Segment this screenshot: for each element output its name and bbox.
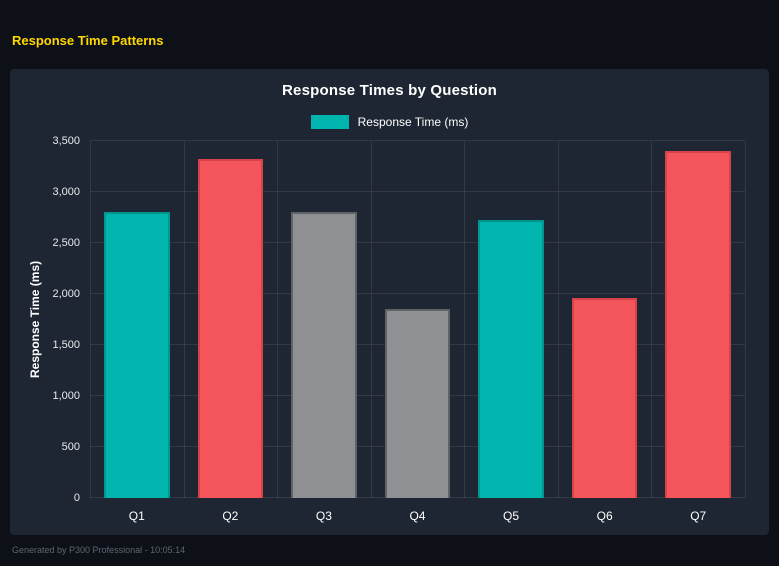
x-axis-labels: Q1 Q2 Q3 Q4 Q5 Q6 Q7: [90, 509, 745, 527]
y-tick-label: 500: [61, 441, 80, 453]
y-tick-label: 3,500: [52, 135, 80, 147]
gridline-vertical: [90, 141, 91, 498]
chart-title: Response Times by Question: [282, 82, 497, 99]
gridline-horizontal: [90, 293, 745, 294]
bar-q2[interactable]: [197, 159, 264, 498]
legend-label: Response Time (ms): [357, 115, 469, 129]
gridline-vertical: [277, 141, 279, 498]
gridline-vertical: [183, 141, 185, 498]
x-tick-label: Q6: [596, 509, 613, 523]
y-tick-label: 3,000: [52, 186, 80, 198]
gridline-horizontal: [90, 140, 745, 141]
x-tick-label: Q7: [690, 509, 707, 523]
gridline-vertical: [745, 141, 746, 498]
y-tick-label: 2,000: [52, 288, 80, 300]
x-tick-label: Q1: [128, 509, 145, 523]
gridline-horizontal: [90, 242, 745, 243]
y-tick-label: 2,500: [52, 237, 80, 249]
y-axis-ticks: 0 500 1,000 1,500 2,000 2,500 3,000 3,500: [36, 135, 80, 504]
bar-q4[interactable]: [384, 309, 451, 498]
x-tick-label: Q3: [315, 509, 332, 523]
page-title: Response Time Patterns: [12, 33, 164, 48]
bar-q7[interactable]: [665, 151, 731, 498]
x-tick-label: Q5: [503, 509, 520, 523]
legend-swatch: [310, 115, 349, 129]
bar-q1[interactable]: [104, 212, 170, 498]
y-tick-label: 0: [73, 492, 80, 504]
gridline-vertical: [651, 141, 653, 498]
legend-item-response-time[interactable]: Response Time (ms): [10, 115, 769, 129]
gridline-vertical: [370, 141, 372, 498]
chart-card: Response Times by Question Response Time…: [10, 69, 769, 535]
bar-q3[interactable]: [291, 212, 357, 498]
gridline-vertical: [464, 141, 466, 498]
gridline-horizontal: [90, 191, 745, 192]
gridline-vertical: [557, 141, 559, 498]
y-tick-label: 1,000: [52, 390, 80, 402]
x-tick-label: Q4: [409, 509, 426, 523]
y-tick-label: 1,500: [52, 339, 80, 351]
bar-q5[interactable]: [478, 219, 544, 498]
footer-status-text: Generated by P300 Professional - 10:05:1…: [12, 545, 186, 555]
bar-q6[interactable]: [571, 298, 638, 498]
plot-area: [90, 140, 746, 498]
x-tick-label: Q2: [222, 509, 239, 523]
